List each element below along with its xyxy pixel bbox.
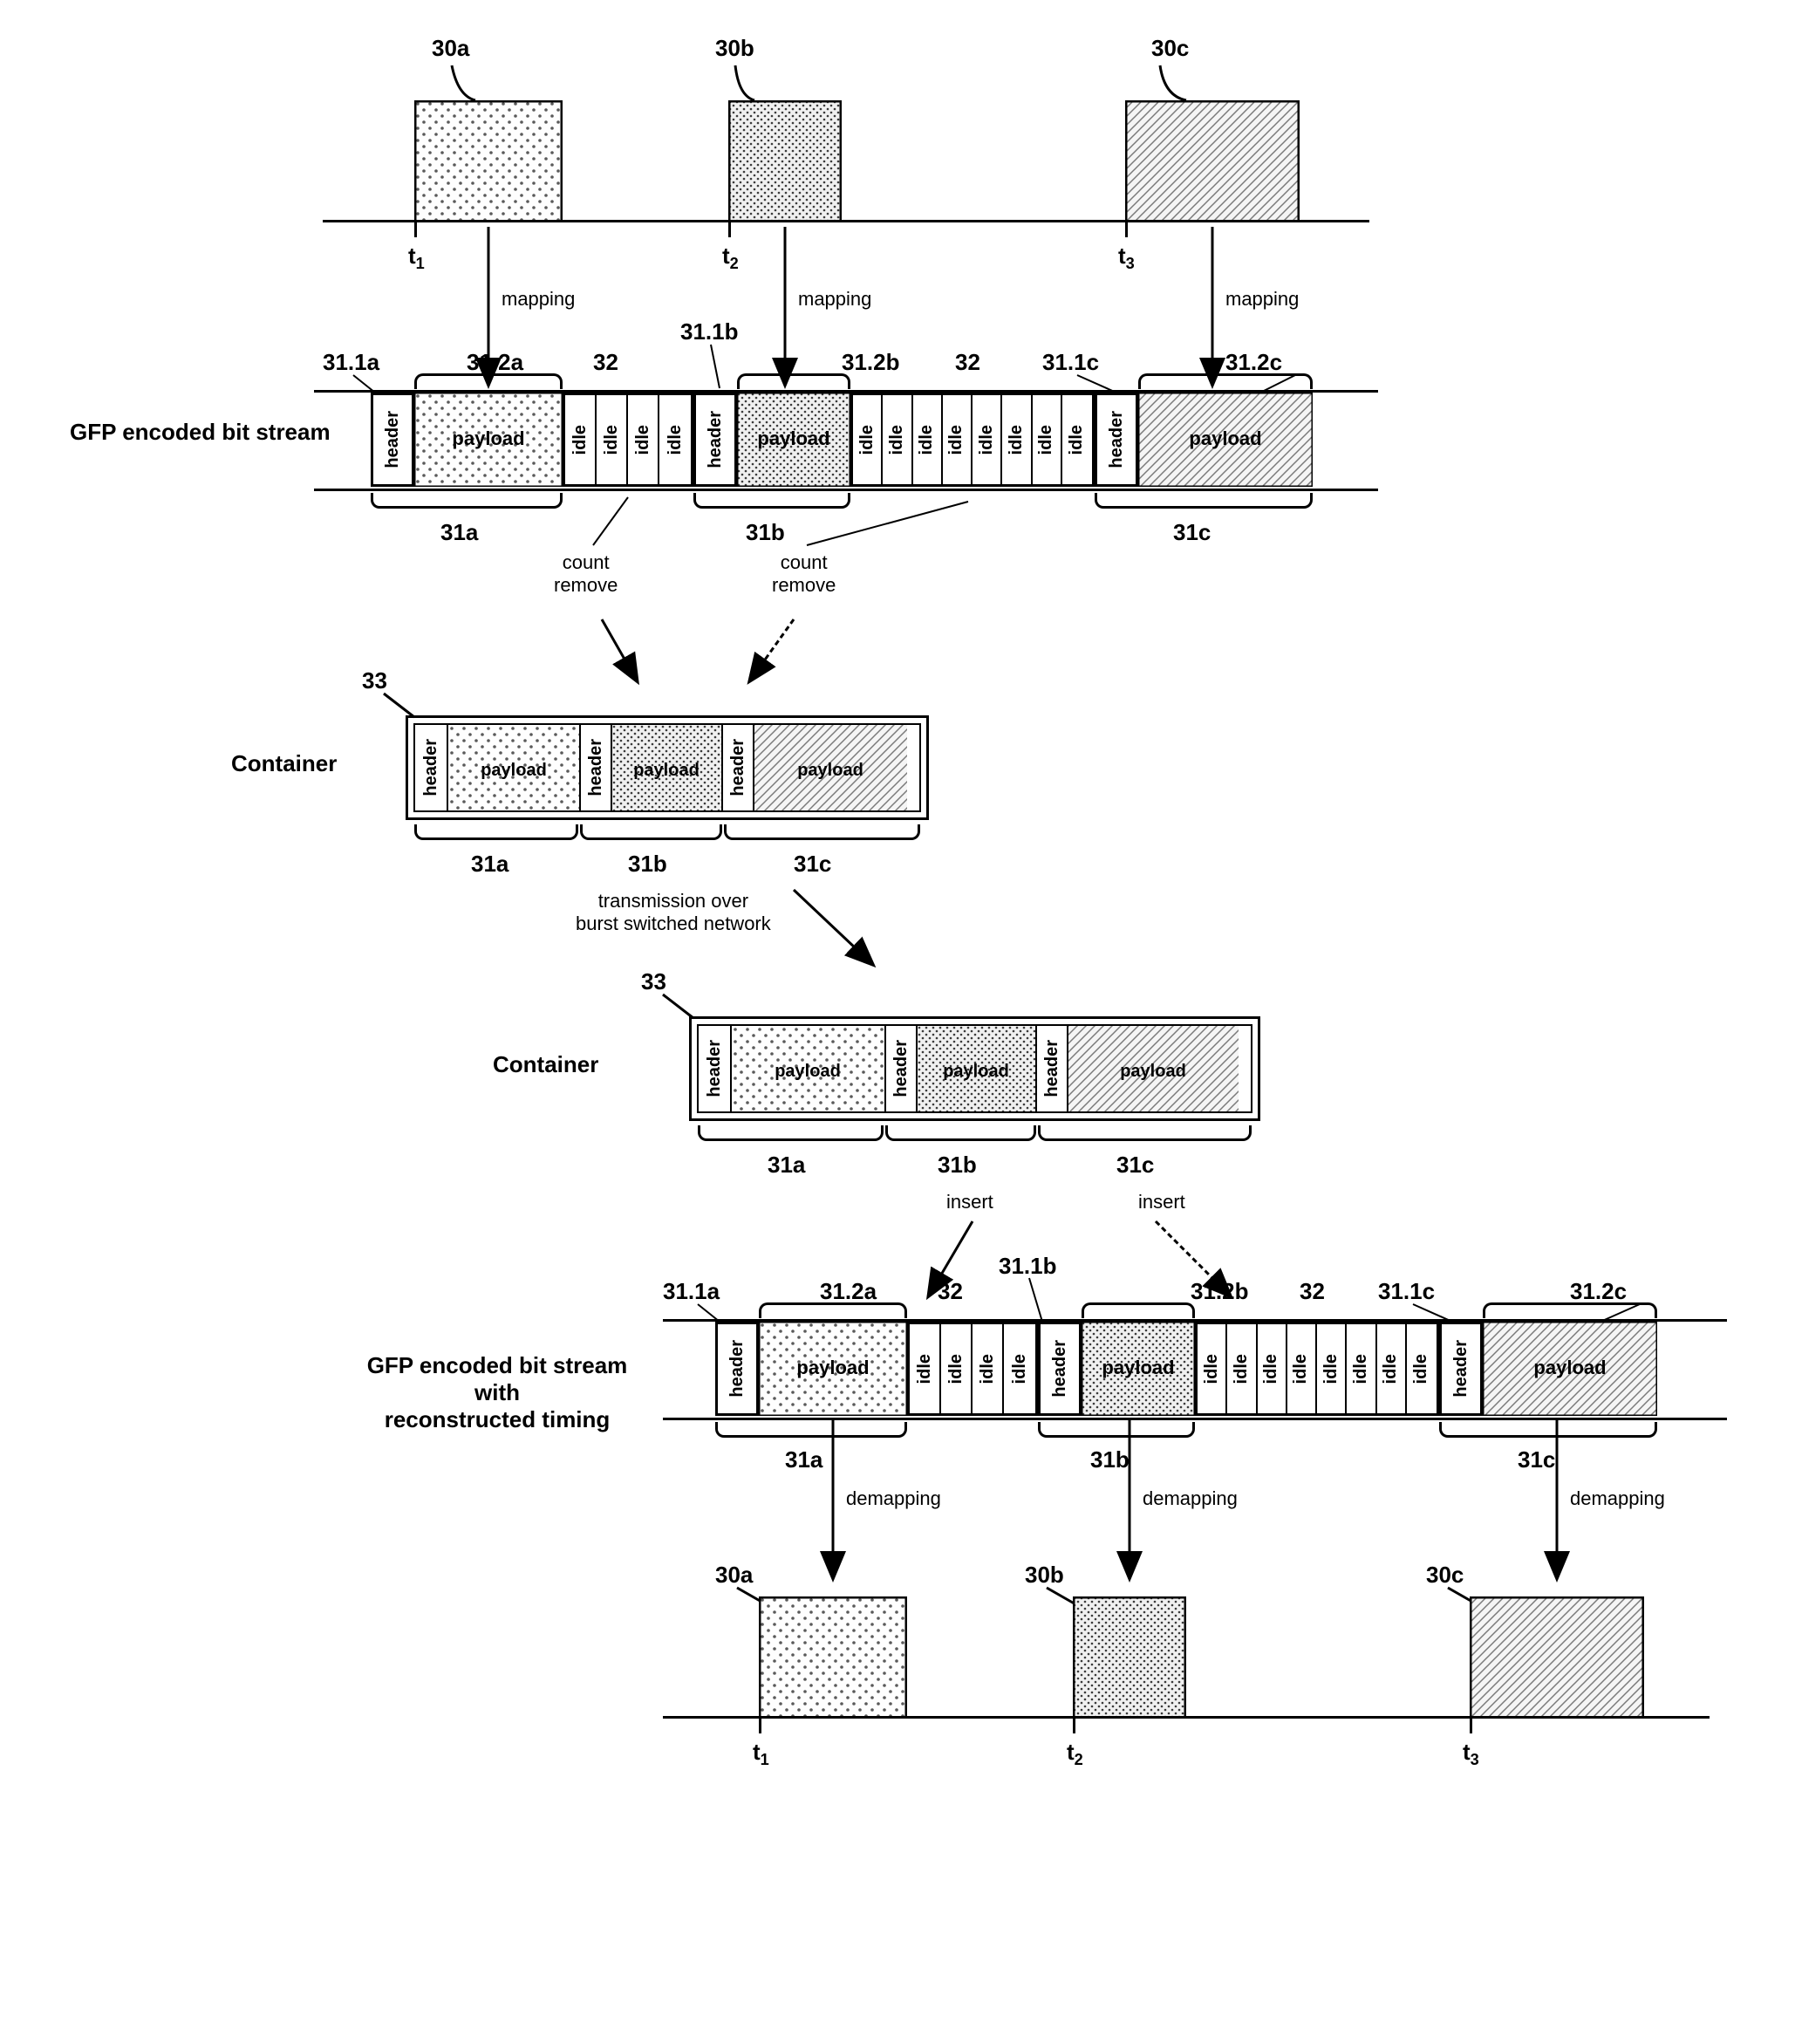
idle-group-2: idle idle idle idle idle idle idle idle xyxy=(850,393,1095,487)
mapping-label-a: mapping xyxy=(502,288,575,311)
ref-32-2-2: 32 xyxy=(1300,1278,1325,1305)
demapping-label-c: demapping xyxy=(1570,1487,1665,1510)
packet-30b-top xyxy=(728,100,842,222)
gfp-row1-label: GFP encoded bit stream xyxy=(70,419,331,446)
svg-text:payload: payload xyxy=(1533,1357,1606,1378)
payload-31a-2: payload xyxy=(759,1322,907,1416)
payload-31b-2: payload xyxy=(1082,1322,1195,1416)
svg-text:payload: payload xyxy=(452,427,524,449)
packet-30a-top xyxy=(414,100,563,222)
timeline-top xyxy=(323,220,1369,222)
payload-31a: payload xyxy=(414,393,563,487)
packet-30c-bot xyxy=(1470,1596,1644,1719)
ref-32-1: 32 xyxy=(593,349,618,376)
brace-312b-up xyxy=(737,373,850,389)
c2-31a: 31a xyxy=(768,1152,805,1179)
demapping-arrow-c xyxy=(1548,1420,1566,1586)
ref-312b-2: 31.2b xyxy=(1191,1278,1249,1305)
demapping-label-b: demapping xyxy=(1143,1487,1238,1510)
mapping-arrow-c xyxy=(1204,227,1221,393)
container-1: header payload header payload header pay… xyxy=(406,715,929,820)
payload-31c-2: payload xyxy=(1483,1322,1657,1416)
ref-30c-top: 30c xyxy=(1151,35,1189,62)
demapping-arrow-b xyxy=(1121,1420,1138,1586)
demapping-arrow-a xyxy=(824,1420,842,1586)
ref-32-2: 32 xyxy=(955,349,980,376)
brace-31c xyxy=(1095,493,1313,509)
mapping-label-c: mapping xyxy=(1225,288,1299,311)
container-label-1: Container xyxy=(231,750,337,777)
gfp-encoding-diagram: 30a 30b 30c t1 t2 t3 mapping mapping map… xyxy=(17,17,1795,2027)
header-31b-2: header xyxy=(1038,1322,1082,1416)
c2-31c: 31c xyxy=(1116,1152,1154,1179)
idle-group-1: idle idle idle idle xyxy=(563,393,693,487)
brace-31a xyxy=(371,493,563,509)
c1-31c: 31c xyxy=(794,851,831,878)
c2-31b: 31b xyxy=(938,1152,977,1179)
svg-text:payload: payload xyxy=(775,1062,841,1081)
c1-31b: 31b xyxy=(628,851,667,878)
svg-text:payload: payload xyxy=(796,1357,869,1378)
transmission-arrow xyxy=(785,881,890,977)
t1-bot: t1 xyxy=(753,1739,769,1769)
payload-31b: payload xyxy=(737,393,850,487)
brace-31c-label: 31c xyxy=(1173,519,1211,546)
demapping-label-a: demapping xyxy=(846,1487,941,1510)
packet-30b-bot xyxy=(1073,1596,1186,1719)
insert-label-2: insert xyxy=(1138,1191,1185,1213)
header-31b: header xyxy=(693,393,737,487)
idle-group-2-2: idle idle idle idle idle idle idle idle xyxy=(1195,1322,1439,1416)
container-2: header payload header payload header pay… xyxy=(689,1016,1260,1121)
header-31a-2: header xyxy=(715,1322,759,1416)
packet-30c-top xyxy=(1125,100,1300,222)
t2-bot: t2 xyxy=(1067,1739,1083,1769)
ref-30a-top: 30a xyxy=(432,35,469,62)
svg-text:payload: payload xyxy=(797,761,863,780)
count-remove-2: count remove xyxy=(772,551,836,597)
svg-text:payload: payload xyxy=(1120,1062,1186,1081)
ref-312b: 31.2b xyxy=(842,349,900,376)
svg-text:payload: payload xyxy=(757,427,829,449)
header-31c: header xyxy=(1095,393,1138,487)
t3-bot: t3 xyxy=(1463,1739,1479,1769)
timeline-bot xyxy=(663,1716,1710,1719)
t1-top: t1 xyxy=(408,243,425,273)
c1-31a: 31a xyxy=(471,851,508,878)
header-31a: header xyxy=(371,393,414,487)
count-remove-1: count remove xyxy=(554,551,618,597)
ref-312a: 31.2a xyxy=(467,349,523,376)
svg-text:payload: payload xyxy=(1102,1357,1174,1378)
gfp-row2-label: GFP encoded bit stream with reconstructe… xyxy=(323,1352,672,1433)
svg-text:payload: payload xyxy=(1189,427,1261,449)
brace-31a-2: 31a xyxy=(785,1446,822,1473)
header-31c-2: header xyxy=(1439,1322,1483,1416)
ref-30b-top: 30b xyxy=(715,35,754,62)
mapping-arrow-b xyxy=(776,227,794,393)
mapping-label-b: mapping xyxy=(798,288,871,311)
container-label-2: Container xyxy=(493,1051,598,1078)
packet-30a-bot xyxy=(759,1596,907,1719)
ref-32-1-2: 32 xyxy=(938,1278,963,1305)
brace-312a-up xyxy=(414,373,563,389)
svg-text:payload: payload xyxy=(481,761,547,780)
payload-31c: payload xyxy=(1138,393,1313,487)
svg-text:payload: payload xyxy=(633,761,700,780)
t3-top: t3 xyxy=(1118,243,1135,273)
idle-group-1-2: idle idle idle idle xyxy=(907,1322,1038,1416)
svg-text:payload: payload xyxy=(943,1062,1009,1081)
ref-312a-2: 31.2a xyxy=(820,1278,877,1305)
transmission-label: transmission over burst switched network xyxy=(576,890,771,935)
insert-label-1: insert xyxy=(946,1191,993,1213)
brace-31a-label: 31a xyxy=(440,519,478,546)
t2-top: t2 xyxy=(722,243,739,273)
